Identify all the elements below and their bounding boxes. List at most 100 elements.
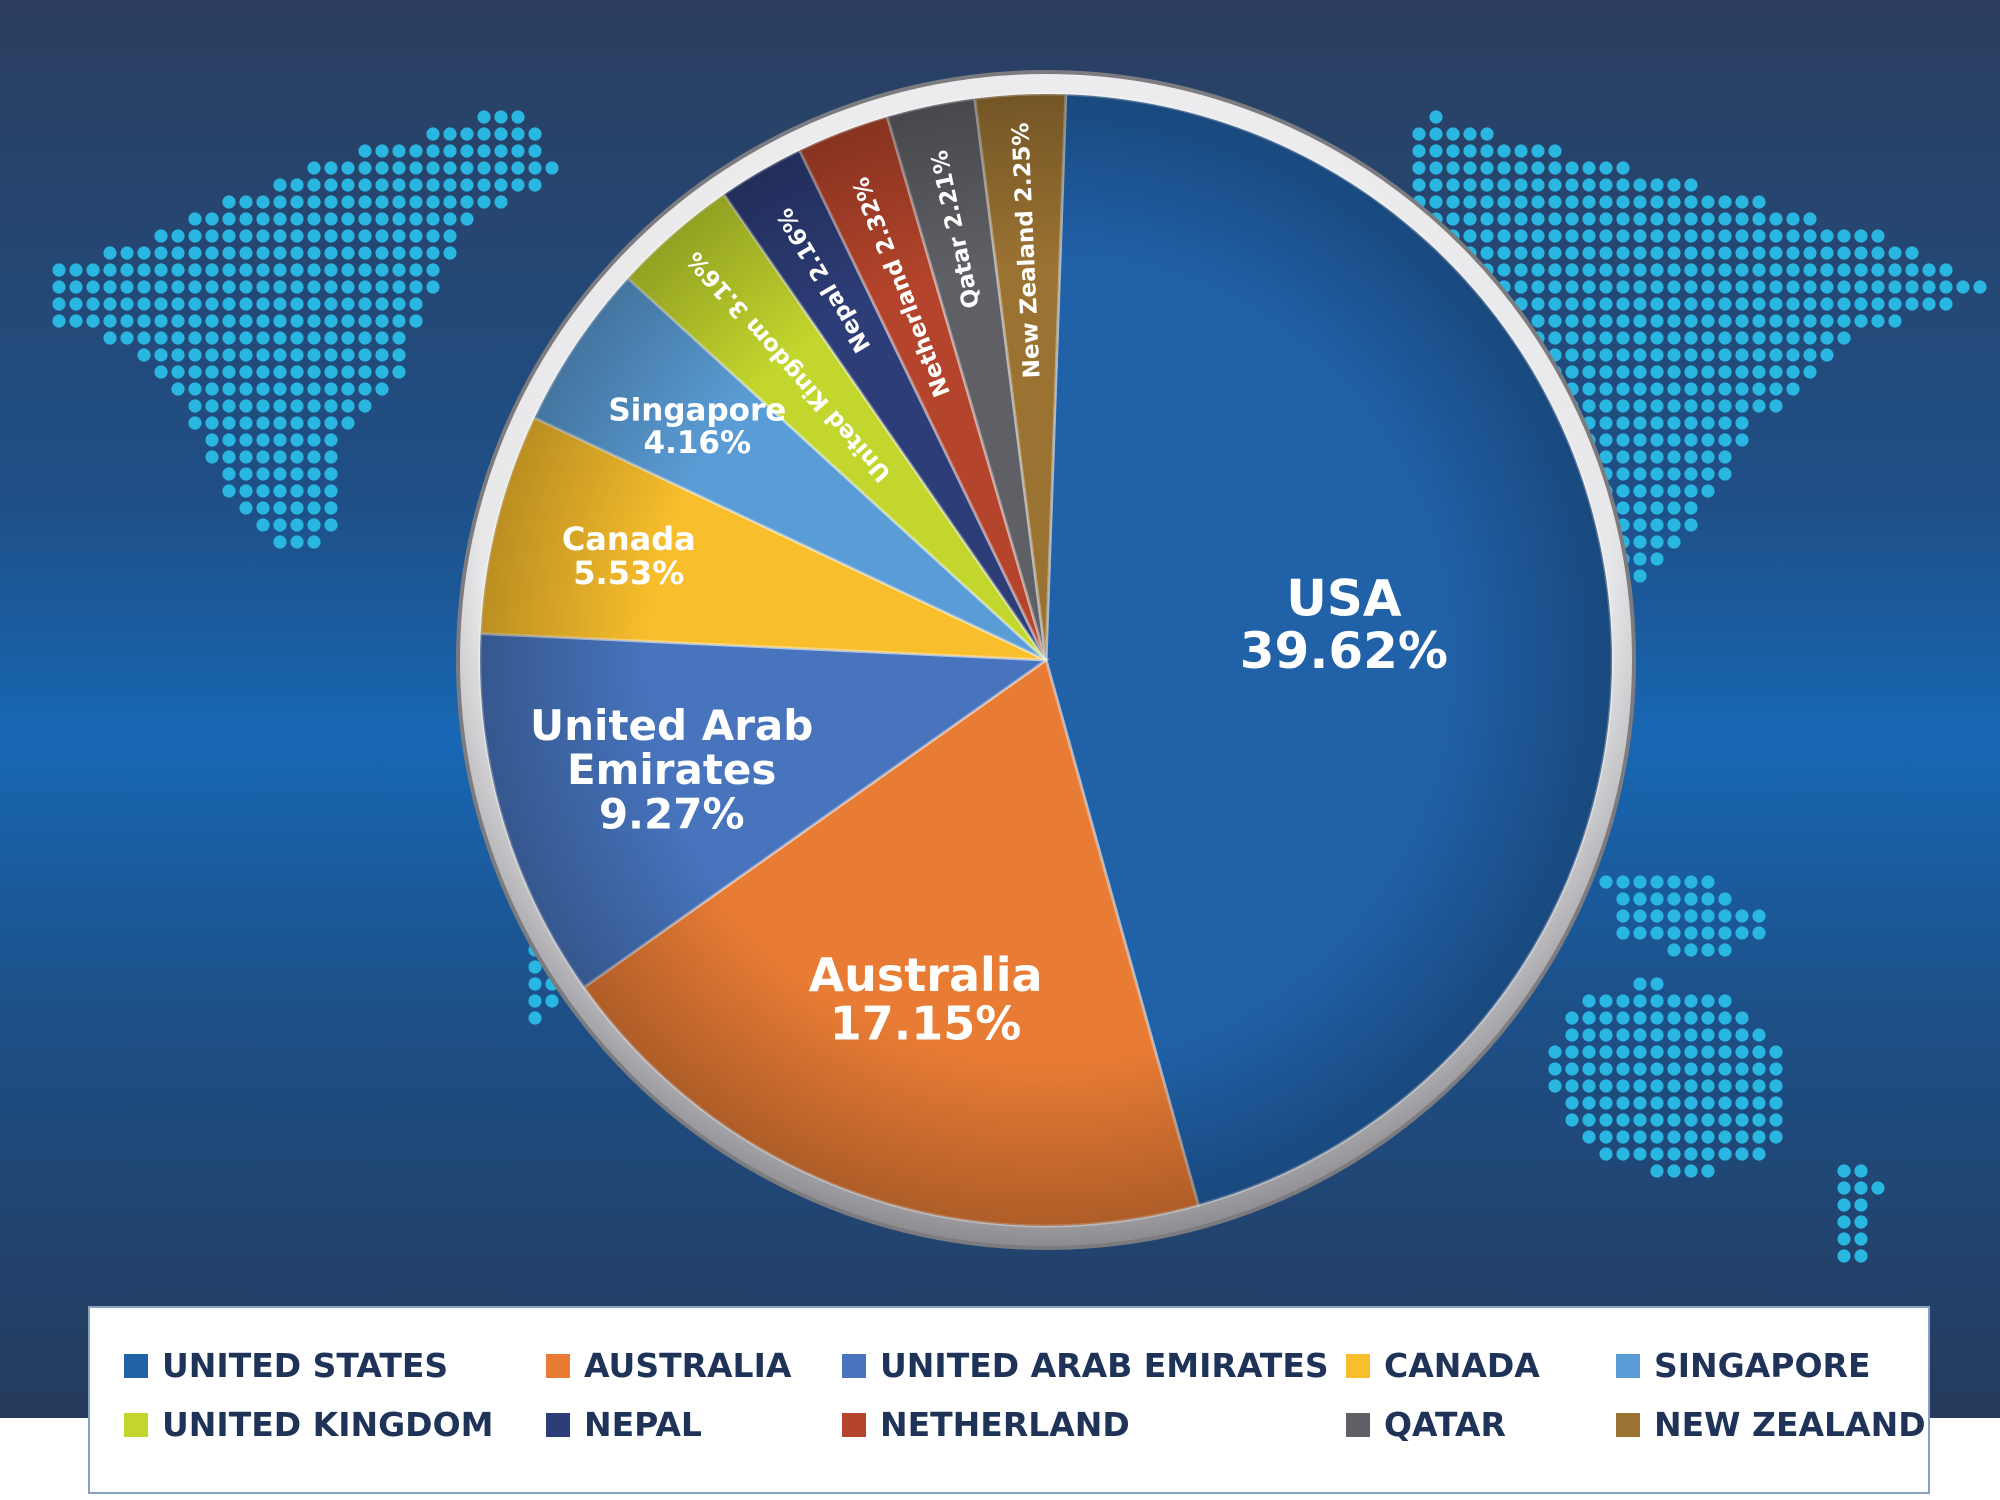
map-dot	[1667, 246, 1681, 260]
map-dot	[1616, 1028, 1630, 1042]
map-dot	[528, 977, 542, 991]
map-dot	[1769, 212, 1783, 226]
map-dot	[409, 229, 423, 243]
map-dot	[69, 280, 83, 294]
map-dot	[307, 280, 321, 294]
map-dot	[1701, 382, 1715, 396]
map-dot	[222, 246, 236, 260]
map-dot	[1684, 1130, 1698, 1144]
map-dot	[307, 229, 321, 243]
map-dot	[1599, 416, 1613, 430]
map-dot	[1582, 1130, 1596, 1144]
map-dot	[1684, 280, 1698, 294]
map-dot	[443, 246, 457, 260]
map-dot	[222, 416, 236, 430]
map-dot	[205, 263, 219, 277]
map-dot	[1633, 552, 1647, 566]
map-dot	[1599, 1011, 1613, 1025]
map-dot	[1701, 1096, 1715, 1110]
legend-swatch	[1346, 1353, 1370, 1378]
map-dot	[1599, 1147, 1613, 1161]
map-dot	[1599, 263, 1613, 277]
map-dot	[1599, 212, 1613, 226]
map-dot	[1565, 212, 1579, 226]
map-dot	[1633, 433, 1647, 447]
map-dot	[358, 195, 372, 209]
map-dot	[222, 467, 236, 481]
map-dot	[1752, 263, 1766, 277]
map-dot	[1752, 1062, 1766, 1076]
map-dot	[1701, 1011, 1715, 1025]
map-dot	[1599, 1130, 1613, 1144]
map-dot	[1599, 348, 1613, 362]
map-dot	[188, 229, 202, 243]
map-dot	[1548, 297, 1562, 311]
map-dot	[392, 144, 406, 158]
map-dot	[52, 263, 66, 277]
map-dot	[1667, 994, 1681, 1008]
legend-item: NETHERLAND	[842, 1405, 1130, 1444]
map-dot	[1531, 246, 1545, 260]
map-dot	[1582, 1028, 1596, 1042]
map-dot	[222, 348, 236, 362]
map-dot	[205, 382, 219, 396]
map-dot	[1871, 229, 1885, 243]
map-dot	[341, 297, 355, 311]
map-dot	[1820, 263, 1834, 277]
map-dot	[375, 263, 389, 277]
legend-label: NEW ZEALAND	[1654, 1405, 1926, 1444]
map-dot	[1633, 892, 1647, 906]
map-dot	[341, 212, 355, 226]
map-dot	[1905, 280, 1919, 294]
map-dot	[392, 178, 406, 192]
map-dot	[409, 212, 423, 226]
map-dot	[392, 195, 406, 209]
map-dot	[273, 501, 287, 515]
map-dot	[290, 212, 304, 226]
map-dot	[1735, 382, 1749, 396]
map-dot	[290, 246, 304, 260]
map-dot	[341, 314, 355, 328]
map-dot	[239, 331, 253, 345]
map-dot	[307, 297, 321, 311]
map-dot	[1667, 1028, 1681, 1042]
map-dot	[1616, 1130, 1630, 1144]
map-dot	[1854, 263, 1868, 277]
pie-group	[456, 70, 1636, 1250]
map-dot	[188, 246, 202, 260]
map-dot	[239, 263, 253, 277]
map-dot	[375, 297, 389, 311]
map-dot	[1531, 144, 1545, 158]
map-dot	[222, 433, 236, 447]
map-dot	[1616, 314, 1630, 328]
map-dot	[1854, 314, 1868, 328]
map-dot	[1633, 467, 1647, 481]
map-dot	[1701, 1130, 1715, 1144]
map-dot	[1718, 416, 1732, 430]
map-dot	[1633, 518, 1647, 532]
map-dot	[1514, 263, 1528, 277]
map-dot	[307, 161, 321, 175]
map-dot	[324, 161, 338, 175]
map-dot	[205, 297, 219, 311]
legend-item: SINGAPORE	[1616, 1346, 1870, 1385]
map-dot	[1446, 161, 1460, 175]
map-dot	[154, 314, 168, 328]
map-dot	[1854, 246, 1868, 260]
map-dot	[324, 280, 338, 294]
map-dot	[1565, 246, 1579, 260]
map-dot	[1616, 365, 1630, 379]
map-dot	[1565, 195, 1579, 209]
map-dot	[1633, 484, 1647, 498]
legend-swatch	[1616, 1353, 1640, 1378]
map-dot	[1497, 195, 1511, 209]
map-dot	[1565, 161, 1579, 175]
map-dot	[239, 297, 253, 311]
map-dot	[1871, 314, 1885, 328]
map-dot	[273, 178, 287, 192]
map-dot	[1718, 433, 1732, 447]
map-dot	[1463, 195, 1477, 209]
map-dot	[1616, 229, 1630, 243]
legend-item: QATAR	[1346, 1405, 1506, 1444]
map-dot	[375, 161, 389, 175]
